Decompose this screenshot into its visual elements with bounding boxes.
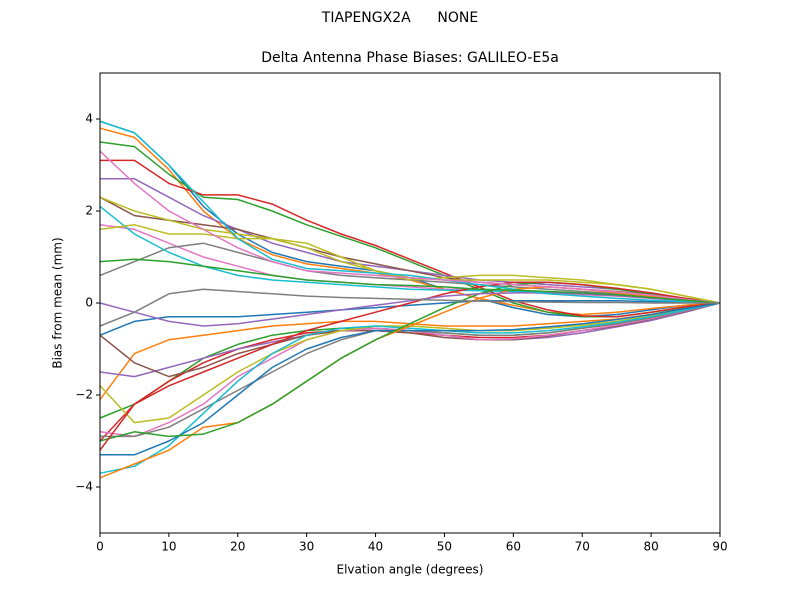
data-line (99, 288, 720, 327)
y-tick-label: 2 (85, 204, 93, 218)
data-line (99, 302, 721, 378)
x-tick-label: 40 (368, 540, 383, 554)
x-axis-label: Elvation angle (degrees) (337, 563, 484, 577)
x-tick-label: 70 (575, 540, 590, 554)
x-tick-label: 80 (643, 540, 658, 554)
suptitle: TIAPENGX2A NONE (321, 10, 478, 26)
x-tick-label: 30 (299, 540, 314, 554)
data-line (99, 292, 721, 327)
data-line (99, 205, 721, 304)
data-line (99, 281, 721, 442)
data-line (99, 299, 721, 336)
chart-title: Delta Antenna Phase Biases: GALILEO-E5a (261, 50, 559, 66)
data-line (99, 120, 721, 304)
y-axis-label: Bias from mean (mm) (51, 237, 65, 368)
x-tick-label: 10 (161, 540, 176, 554)
data-line (100, 159, 721, 318)
data-line (99, 224, 721, 304)
data-line (99, 281, 721, 451)
y-tick-label: −4 (75, 480, 93, 494)
x-tick-label: 20 (230, 540, 245, 554)
data-line (99, 150, 721, 304)
y-tick-label: 0 (85, 296, 93, 310)
data-line (100, 302, 721, 456)
x-tick-label: 60 (506, 540, 521, 554)
x-tick-label: 90 (712, 540, 727, 554)
data-line (99, 286, 721, 479)
x-tick-label: 50 (437, 540, 452, 554)
y-tick-label: 4 (85, 112, 93, 126)
data-line (99, 302, 721, 474)
y-tick-label: −2 (75, 388, 93, 402)
data-line (99, 258, 721, 304)
x-tick-label: 0 (96, 540, 104, 554)
